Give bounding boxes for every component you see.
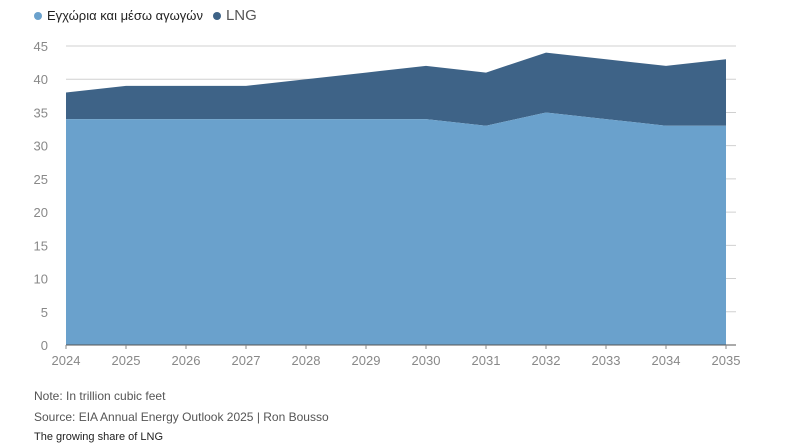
- y-tick-label-35: 35: [34, 105, 48, 120]
- x-tick-label-2026: 2026: [172, 353, 201, 368]
- legend-item-domestic[interactable]: Εγχώρια και μέσω αγωγών: [34, 8, 203, 23]
- x-tick-label-2029: 2029: [352, 353, 381, 368]
- chart-caption: The growing share of LNG: [34, 431, 164, 443]
- x-tick-label-2024: 2024: [52, 353, 81, 368]
- y-tick-label-25: 25: [34, 172, 48, 187]
- legend-marker-lng: [212, 11, 221, 20]
- x-tick-label-2034: 2034: [652, 353, 681, 368]
- legend-label-domestic: Εγχώρια και μέσω αγωγών: [47, 8, 203, 23]
- chart-note: Note: In trillion cubic feet: [34, 389, 166, 403]
- legend-label-lng: LNG: [225, 7, 257, 24]
- y-tick-label-15: 15: [34, 238, 48, 253]
- area-domestic: [66, 112, 726, 345]
- x-tick-label-2033: 2033: [592, 353, 621, 368]
- y-tick-label-30: 30: [34, 139, 48, 154]
- legend-marker-domestic: [34, 11, 42, 20]
- x-tick-label-2032: 2032: [532, 353, 561, 368]
- x-tick-label-2030: 2030: [412, 353, 441, 368]
- y-tick-label-45: 45: [34, 39, 48, 54]
- x-tick-label-2031: 2031: [472, 353, 501, 368]
- area-lng: [66, 52, 726, 126]
- chart-areas: [66, 52, 726, 345]
- y-tick-label-0: 0: [41, 338, 48, 353]
- y-tick-label-40: 40: [34, 72, 48, 87]
- y-tick-label-10: 10: [34, 272, 48, 287]
- chart-legend: Εγχώρια και μέσω αγωγών LNG: [34, 7, 257, 24]
- chart-source: Source: EIA Annual Energy Outlook 2025 |…: [34, 410, 329, 424]
- legend-item-lng[interactable]: LNG: [212, 7, 257, 24]
- y-tick-label-5: 5: [41, 305, 48, 320]
- x-tick-label-2035: 2035: [712, 353, 741, 368]
- x-tick-label-2027: 2027: [232, 353, 261, 368]
- y-tick-label-20: 20: [34, 205, 48, 220]
- x-tick-label-2028: 2028: [292, 353, 321, 368]
- x-tick-label-2025: 2025: [112, 353, 141, 368]
